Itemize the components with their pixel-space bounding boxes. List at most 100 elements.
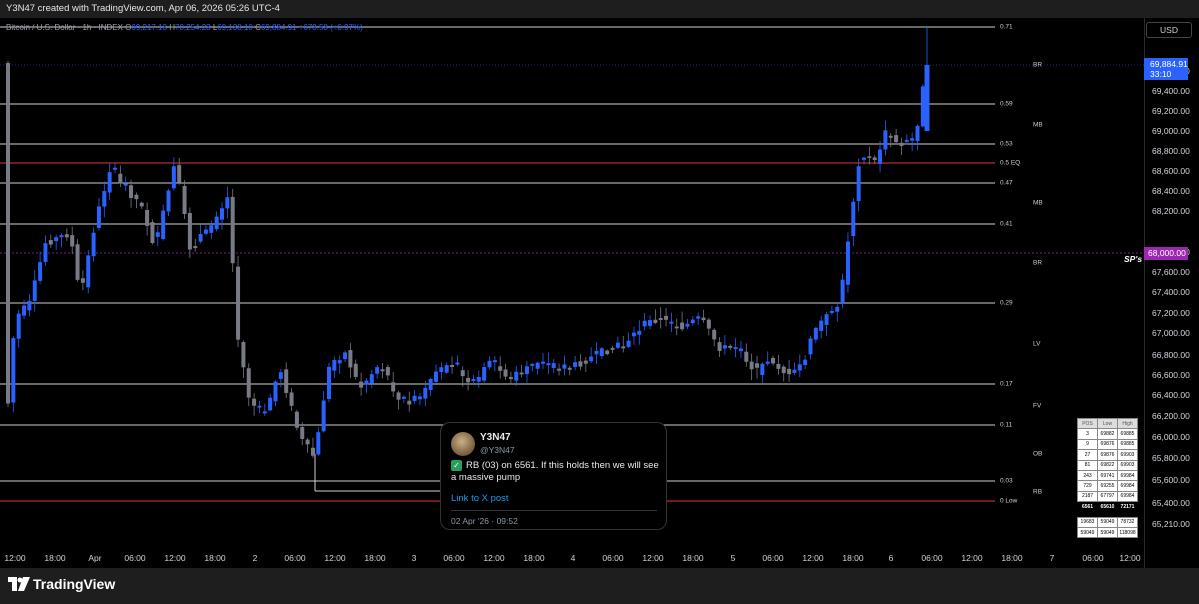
table-cell: 69882 [1097,428,1118,440]
price-axis-label: 66,600.00 [1152,370,1190,380]
close-label: C [255,23,261,32]
candle-body [755,363,759,368]
candle-body [59,235,64,238]
top-bar: Y3N47 created with TradingView.com, Apr … [0,0,1199,18]
price-axis-label: 69,000.00 [1152,126,1190,136]
candle-body [43,243,48,262]
candle-body [300,427,305,440]
candle-body [177,165,182,183]
high-value: 70,254.23 [175,23,211,32]
candle-body [920,86,925,127]
price-axis-label: 69,400.00 [1152,86,1190,96]
sp-line-label: SP's [1124,254,1143,264]
table-cell: 69984 [1117,490,1138,503]
candle-body [482,367,487,381]
time-axis-label: 18:00 [1001,553,1023,563]
zone-label: BR [1033,259,1043,267]
time-axis-label: 06:00 [602,553,624,563]
tweet-card[interactable]: Y3N47 @Y3N47 RB (03) on 6561. If this ho… [440,422,667,530]
table-row: 27 69876 69903 [1077,449,1138,461]
candle-body [765,361,770,364]
candle-body [107,172,112,193]
candle-body [471,379,476,382]
zone-label: RB [1033,488,1043,496]
price-axis-label: 65,400.00 [1152,498,1190,508]
table-header-row: POS Low High [1077,417,1138,430]
candle-body [781,366,786,374]
candle-body [113,167,117,170]
candle-body [455,362,460,365]
candle-body [391,382,396,392]
candle-body [648,320,652,326]
currency-button[interactable]: USD [1146,22,1192,38]
candle-body [182,185,187,214]
symbol-legend[interactable]: Bitcoin / U.S. Dollar · 1h · INDEX O69,2… [6,23,363,32]
candle-body [203,229,208,234]
candle-body [257,405,262,408]
candle-body [669,321,674,324]
candle-body [252,398,257,406]
position-table: POS Low High 3 69882 69885 9 69876 69885 27 6… [1077,417,1138,539]
candle-body [915,125,920,141]
candle-body [492,360,497,363]
tradingview-logo-icon[interactable] [8,577,30,591]
candle-body [573,362,578,367]
candle-body [102,191,107,207]
candle-body [797,364,802,371]
price-axis[interactable]: 70,000.0069,600.0069,400.0069,200.0069,0… [1144,18,1199,568]
time-axis-label: 06:00 [284,553,306,563]
candle-body [134,194,139,200]
tweet-link[interactable]: Link to X post [451,493,509,504]
fib-level-label: 0 Low [1000,497,1018,505]
time-axis-label: 12:00 [642,553,664,563]
candle-body [696,316,701,319]
chart-area[interactable]: Bitcoin / U.S. Dollar · 1h · INDEX O69,2… [0,18,1199,568]
table-cell: 69984 [1117,469,1138,482]
candle-body [64,234,69,238]
candle-body [803,359,808,366]
candle-body [787,368,792,375]
candle-body [289,392,294,406]
candle-body [819,320,824,331]
candle-body [776,363,781,369]
time-axis[interactable]: 12:00 18:00 Apr 06:00 12:00 18:00 2 06:00 12:00 1… [0,550,1144,568]
table-cell: 65610 [1097,501,1118,513]
candle-body [70,235,75,247]
candle-body [305,439,310,445]
candle-body [396,392,401,400]
tweet-body: RB (03) on 6561. If this holds then we w… [451,460,659,483]
price-axis-label: 66,000.00 [1152,432,1190,442]
candle-body [332,360,337,371]
candle-body [236,266,241,340]
candle-body [428,378,433,390]
time-axis-label: 12:00 [164,553,186,563]
candle-body [524,366,529,375]
time-axis-label: 5 [730,553,736,563]
candle-body [161,210,166,239]
candle-body [728,345,733,348]
candle-body [674,326,679,329]
candle-body [321,400,326,432]
table-cell: 69885 [1117,438,1138,451]
candle-body [717,342,722,351]
symbol-title[interactable]: Bitcoin / U.S. Dollar · 1h · INDEX [6,23,123,32]
candle-body [348,350,353,368]
candle-body [872,157,877,161]
time-axis-label: 18:00 [44,553,66,563]
table-row: 9 69876 69885 [1077,438,1138,451]
price-chart[interactable] [0,18,1144,550]
table-cell: 3 [1077,428,1098,440]
candle-body [380,369,385,372]
candle-body [369,374,374,384]
candle-body [96,206,101,229]
candle-body [530,363,535,366]
tradingview-brand[interactable]: TradingView [33,576,116,592]
table-cell: 69984 [1117,480,1138,492]
candle-body [835,306,840,312]
price-axis-label: 66,200.00 [1152,411,1190,421]
candle-body [519,372,524,375]
price-axis-label: 68,600.00 [1152,166,1190,176]
candle-body [353,363,358,377]
candle-body [476,376,481,382]
candle-body [557,368,562,371]
